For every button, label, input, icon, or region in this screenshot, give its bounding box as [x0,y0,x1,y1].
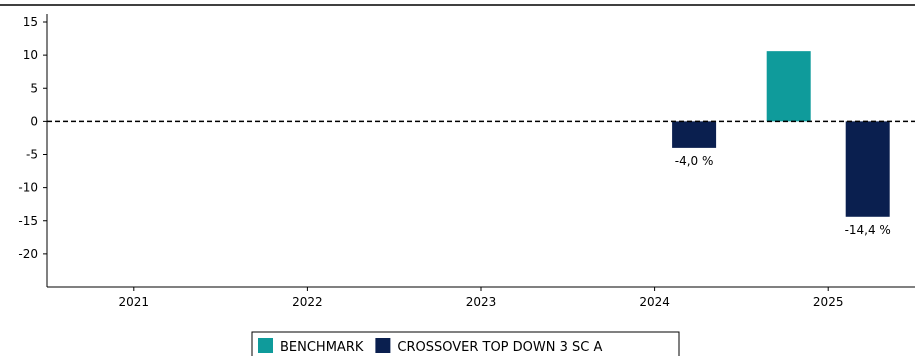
legend-label: CROSSOVER TOP DOWN 3 SC A [397,340,602,355]
bar [845,121,890,217]
y-tick-label: 10 [23,48,38,62]
y-tick-label: -10 [18,181,38,195]
y-tick-label: -20 [18,247,38,261]
bar [766,51,811,122]
x-tick-label: 2024 [639,295,670,309]
legend-label: BENCHMARK [280,340,364,355]
y-axis: 15 10 5 0 -5 -10 -15 -20 [18,14,48,287]
legend-swatch [375,338,391,353]
data-label: -14,4 % [845,223,891,237]
data-label: -4,0 % [675,154,714,168]
bars [672,51,890,217]
legend: BENCHMARK CROSSOVER TOP DOWN 3 SC A [251,331,680,356]
y-tick-label: 15 [23,15,38,29]
x-tick-label: 2022 [292,295,323,309]
legend-box [251,331,680,356]
y-tick-label: -15 [18,214,38,228]
y-tick-label: -5 [26,148,38,162]
x-axis: 2021 2022 2023 2024 2025 [47,286,915,309]
x-tick-label: 2025 [813,295,844,309]
x-tick-label: 2023 [466,295,497,309]
x-tick-label: 2021 [119,295,150,309]
y-tick-label: 5 [30,81,38,95]
data-labels: -4,0 % -14,4 % [675,154,891,237]
y-tick-label: 0 [30,114,38,128]
legend-swatch [258,338,273,353]
bar [672,121,717,148]
